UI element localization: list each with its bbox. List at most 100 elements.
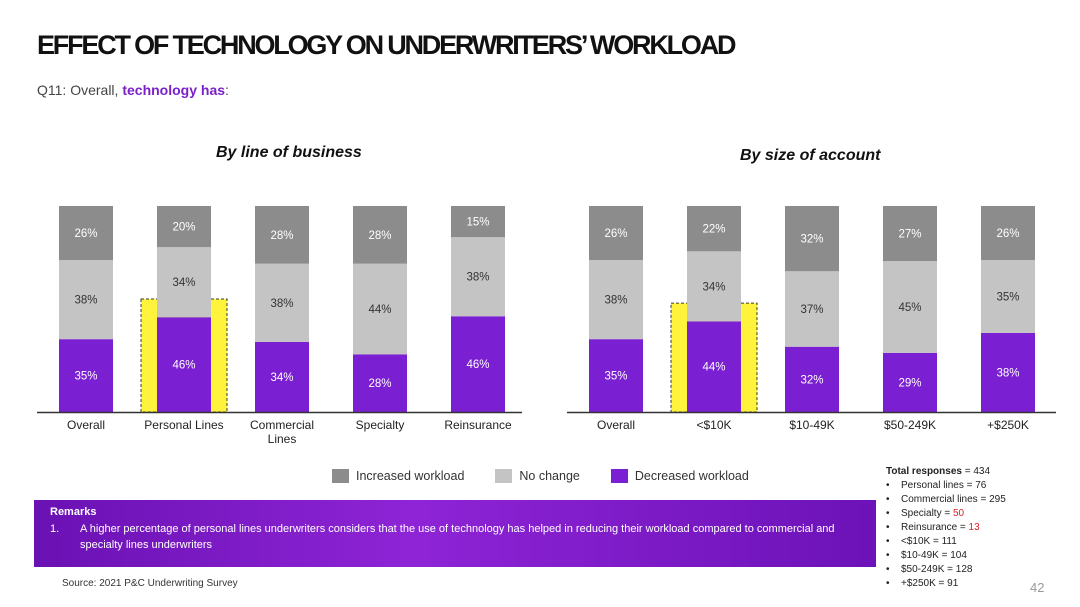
bar-segment [157,247,211,318]
bar-segment [353,206,407,264]
question-prefix: Q11: Overall, [37,82,123,98]
question-highlight: technology has [122,82,226,98]
bar-segment [451,237,505,317]
bar-segment [451,206,505,238]
total-responses-item-value: 91 [947,578,959,589]
legend-item-no-change: No change [495,469,580,483]
data-label: 26% [996,228,1019,240]
total-responses-item-label: $50-249K = [901,564,956,575]
bar-segment [981,332,1035,412]
bar-segment [883,352,937,412]
data-label: 38% [996,367,1019,379]
data-label: 20% [172,222,195,234]
total-responses-item-label: Personal lines = [901,480,976,491]
legend-swatch-no-change [495,469,513,483]
remarks-box: Remarks 1. A higher percentage of person… [34,500,876,567]
bar-segment [589,339,643,412]
bar-segment [59,206,113,261]
total-responses-item-value: 111 [941,536,957,547]
bar-segment [157,317,211,412]
bar-segment [883,261,937,353]
data-label: 29% [898,377,921,389]
category-label: Lines [268,432,297,446]
data-label: 44% [368,304,391,316]
bar-segment [589,206,643,261]
legend-item-decreased: Decreased workload [610,469,749,483]
data-label: 34% [270,372,293,384]
bar-segment [59,339,113,412]
stacked-bar-charts: 35% 38% 26% Overall 46% 34% 20% Personal Lines 3… [37,206,1056,446]
bar-segment [883,206,937,262]
total-responses-heading: Total responses = 434 [886,465,1006,479]
total-responses-label: Total responses [886,466,962,477]
bar-segment [353,263,407,355]
total-responses-item-label: Reinsurance = [901,522,969,533]
data-label: 35% [996,292,1019,304]
bar-segment [255,263,309,342]
category-label: Reinsurance [444,418,512,432]
total-responses-item-value: 50 [952,508,965,519]
bar-segment [785,206,839,272]
category-label: Personal Lines [144,418,223,432]
data-label: 28% [368,230,391,242]
category-label: Overall [67,418,105,432]
total-responses-item-value: 13 [968,522,980,533]
bar-segment [687,251,741,322]
data-label: 38% [74,295,97,307]
total-responses-item-value: 76 [975,480,987,491]
total-responses-item: Commercial lines = 295 [886,493,1006,507]
total-responses-item-label: Specialty = [901,508,953,519]
data-label: 34% [172,277,195,289]
total-responses-panel: Total responses = 434 Personal lines = 7… [886,465,1006,591]
data-label: 22% [702,224,725,236]
bar-segment [785,271,839,347]
page-title: EFFECT OF TECHNOLOGY ON UNDERWRITERS’ WO… [37,30,737,60]
remarks-item-number: 1. [50,523,60,535]
data-label: 35% [604,371,627,383]
total-responses-item-value: 128 [955,564,973,575]
data-label: 35% [74,371,97,383]
data-label: 37% [800,304,823,316]
data-label: 44% [702,362,725,374]
total-responses-list: Personal lines = 76 Commercial lines = 29… [886,479,1006,591]
data-label: 38% [604,295,627,307]
data-label: 45% [898,302,921,314]
total-responses-item-label: <$10K = [901,536,942,547]
data-label: 46% [466,359,489,371]
category-label: Overall [597,418,635,432]
total-responses-item: $10-49K = 104 [886,549,1006,563]
data-label: 32% [800,374,823,386]
data-label: 38% [466,272,489,284]
chart-legend: Increased workload No change Decreased w… [332,469,780,483]
source-note: Source: 2021 P&C Underwriting Survey [62,578,238,589]
category-label: $10-49K [789,418,834,432]
category-label: +$250K [987,418,1029,432]
data-label: 38% [270,298,293,310]
question-text: Q11: Overall, technology has: [37,82,229,98]
total-responses-item: Specialty = 50 [886,507,1006,521]
bar-segment [687,321,741,412]
total-responses-item-label: $10-49K = [901,550,951,561]
data-label: 28% [368,378,391,390]
data-label: 32% [800,234,823,246]
remarks-heading: Remarks [50,506,97,518]
category-label: $50-249K [884,418,936,432]
question-suffix: : [225,82,229,98]
total-responses-item-value: 104 [950,550,967,561]
category-label: <$10K [696,418,731,432]
data-label: 46% [172,360,195,372]
remarks-item: 1. A higher percentage of personal lines… [50,521,860,553]
data-label: 26% [604,228,627,240]
bar-segment [157,206,211,248]
legend-label-increased: Increased workload [356,469,465,483]
category-label: Specialty [356,418,405,432]
legend-label-no-change: No change [519,469,580,483]
data-label: 34% [702,281,725,293]
data-label: 15% [466,217,489,229]
legend-swatch-decreased [610,469,628,483]
total-responses-item: +$250K = 91 [886,577,1006,591]
bar-segment [981,260,1035,333]
chart-title-size-of-account: By size of account [740,147,881,164]
bar-segment [59,260,113,340]
total-responses-item: $50-249K = 128 [886,563,1006,577]
